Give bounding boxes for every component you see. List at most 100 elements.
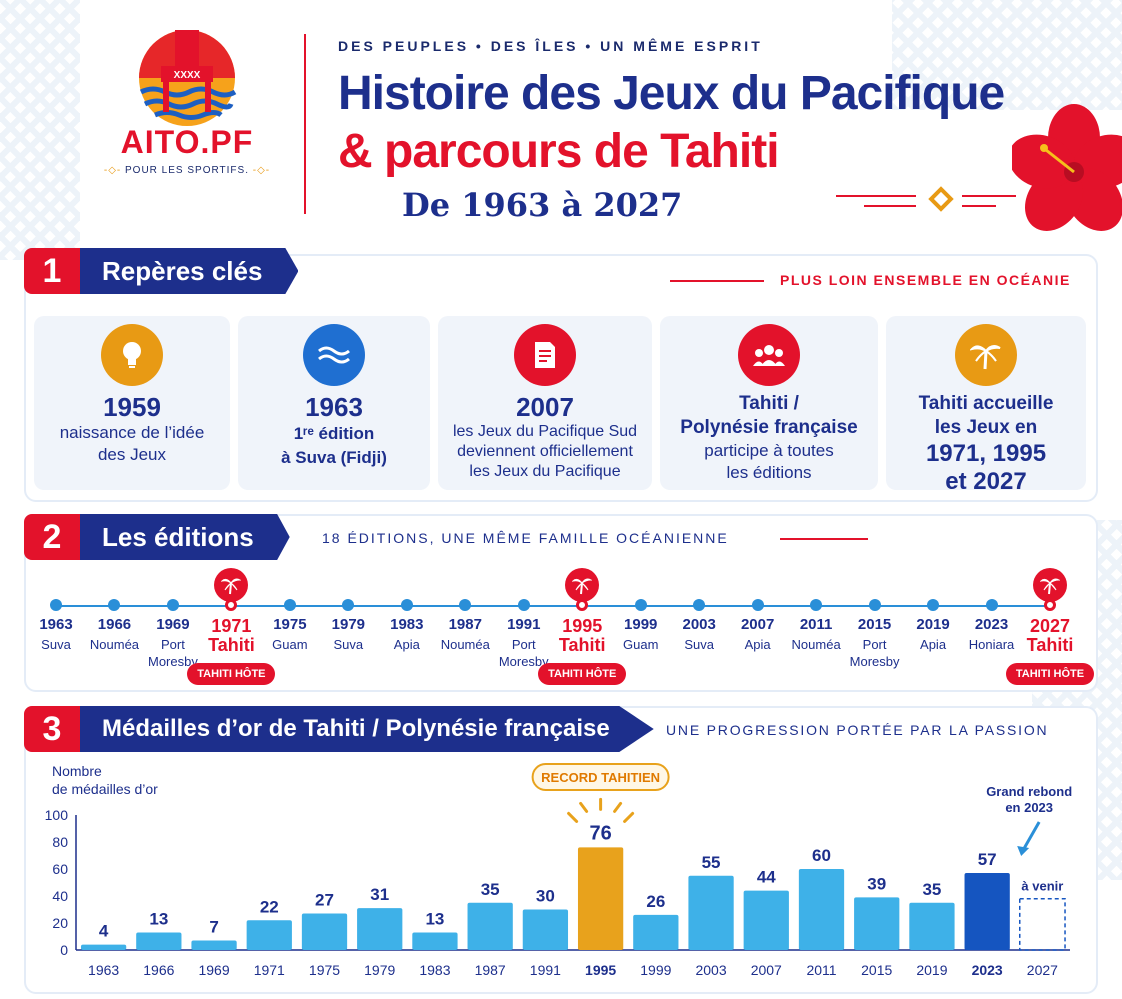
edition-year: 1969 bbox=[156, 616, 190, 633]
logo-name: AITO.PF bbox=[120, 124, 254, 160]
section2-header: 2 Les éditions bbox=[24, 514, 290, 560]
page-subtitle: De 1963 à 2027 bbox=[402, 186, 683, 224]
x-tick-label: 1995 bbox=[585, 962, 616, 978]
section-title: Repères clés bbox=[80, 248, 299, 294]
card-text: et 2027 bbox=[945, 468, 1027, 495]
card-participation: Tahiti / Polynésie française participe à… bbox=[660, 316, 878, 490]
palm-tree-icon bbox=[1033, 568, 1067, 602]
card-text: 1ʳᵉ édition bbox=[293, 424, 375, 443]
timeline-item: 2015 Port Moresby bbox=[840, 616, 910, 670]
edition-year: 2011 bbox=[799, 616, 833, 633]
bar bbox=[798, 869, 845, 950]
edition-year: 2003 bbox=[682, 616, 716, 633]
timeline-item: 2027 Tahiti bbox=[1015, 616, 1085, 654]
key-cards: 1959 naissance de l’idée des Jeux 1963 1… bbox=[34, 316, 1086, 495]
y-tick-label: 40 bbox=[52, 888, 68, 904]
bar-value-label: 35 bbox=[922, 880, 941, 899]
bar-value-label: 55 bbox=[702, 853, 721, 872]
edition-city: Guam bbox=[623, 637, 659, 652]
arrow-head-icon bbox=[1017, 846, 1030, 856]
timeline-item: 1966 Nouméa bbox=[79, 616, 149, 653]
timeline-dot bbox=[693, 599, 706, 611]
rebound-label: en 2023 bbox=[1005, 800, 1053, 815]
waves-icon bbox=[303, 324, 365, 386]
edition-city: Nouméa bbox=[89, 637, 140, 652]
bar bbox=[964, 873, 1010, 950]
edition-year: 1991 bbox=[507, 616, 541, 633]
decorative-pattern bbox=[892, 0, 1122, 110]
edition-city: Port Moresby bbox=[498, 637, 549, 669]
document-icon bbox=[514, 324, 576, 386]
x-tick-label: 2027 bbox=[1027, 962, 1058, 978]
edition-city: Honiara bbox=[968, 637, 1015, 652]
y-tick-label: 60 bbox=[52, 861, 68, 877]
bar bbox=[522, 909, 569, 950]
section-title: Les éditions bbox=[80, 514, 290, 560]
x-tick-label: 2023 bbox=[972, 962, 1003, 978]
burst-ray bbox=[579, 801, 589, 813]
timeline-dot bbox=[342, 599, 355, 611]
x-tick-label: 1999 bbox=[640, 962, 671, 978]
timeline-dot bbox=[108, 599, 121, 611]
header-tagline: DES PEUPLES • DES ÎLES • UN MÊME ESPRIT bbox=[338, 38, 763, 54]
arrow-icon bbox=[1021, 821, 1041, 851]
card-2007: 2007 les Jeux du Pacifique Sud deviennen… bbox=[438, 316, 652, 490]
edition-year: 2027 bbox=[1029, 616, 1071, 636]
bar bbox=[246, 920, 292, 950]
bar bbox=[301, 913, 348, 950]
timeline-dot bbox=[985, 599, 998, 611]
logo-emblem: XXXX bbox=[139, 30, 237, 126]
bar bbox=[412, 932, 458, 950]
y-axis-label: de médailles d’or bbox=[52, 781, 158, 797]
edition-year: 1987 bbox=[448, 616, 482, 633]
palm-tree-icon bbox=[565, 568, 600, 602]
bar bbox=[80, 944, 127, 950]
timeline-item: 1971 Tahiti bbox=[196, 616, 266, 654]
edition-year: 1971 bbox=[211, 616, 252, 636]
bar bbox=[688, 875, 734, 950]
card-text: 1971, 1995 bbox=[925, 440, 1047, 467]
timeline-item: 2019 Apia bbox=[898, 616, 968, 653]
bar-value-label: 44 bbox=[757, 868, 776, 887]
x-tick-label: 2003 bbox=[695, 962, 726, 978]
edition-year: 2023 bbox=[974, 616, 1009, 633]
timeline-dot bbox=[50, 599, 62, 611]
y-tick-label: 0 bbox=[60, 942, 68, 958]
edition-city: Guam bbox=[272, 637, 308, 652]
edition-city: Suva bbox=[684, 637, 714, 652]
decorative-pattern bbox=[0, 0, 80, 260]
timeline-item: 1991 Port Moresby bbox=[489, 616, 559, 670]
rebound-label: Grand rebond bbox=[986, 784, 1072, 799]
bar-value-label: 30 bbox=[536, 887, 555, 906]
y-axis-label: Nombre bbox=[52, 763, 102, 779]
palm-tree-icon bbox=[955, 324, 1017, 386]
edition-year: 1999 bbox=[624, 616, 658, 633]
card-text: des Jeux bbox=[97, 445, 167, 464]
aito-logo: XXXX AITO.PF -◇- POUR LES SPORTIFS. -◇- bbox=[82, 22, 292, 192]
timeline-item: 2003 Suva bbox=[664, 616, 734, 653]
bar-value-label: 22 bbox=[260, 897, 279, 916]
edition-city: Tahiti bbox=[1026, 635, 1074, 655]
edition-city: Port Moresby bbox=[849, 637, 900, 669]
people-icon bbox=[738, 324, 800, 386]
card-text: Tahiti / bbox=[739, 393, 799, 414]
lightbulb-icon bbox=[101, 324, 163, 386]
record-badge bbox=[531, 763, 670, 791]
x-tick-label: 1987 bbox=[475, 962, 506, 978]
timeline-dot bbox=[400, 599, 413, 611]
section-number: 2 bbox=[24, 514, 80, 560]
y-tick-label: 80 bbox=[52, 834, 68, 850]
host-badge: TAHITI HÔTE bbox=[187, 663, 276, 685]
edition-city: Apia bbox=[920, 637, 947, 652]
edition-city: Port Moresby bbox=[148, 637, 198, 669]
bar bbox=[357, 908, 403, 950]
edition-city: Tahiti bbox=[558, 635, 606, 655]
bar-value-label: 57 bbox=[978, 850, 997, 869]
timeline-item: 1987 Nouméa bbox=[430, 616, 500, 653]
y-tick-label: 20 bbox=[52, 915, 68, 931]
bar bbox=[633, 914, 679, 950]
section-number: 3 bbox=[24, 706, 80, 752]
timeline-item: 2011 Nouméa bbox=[781, 616, 851, 653]
bar bbox=[577, 847, 624, 950]
timeline-dot bbox=[459, 599, 472, 611]
